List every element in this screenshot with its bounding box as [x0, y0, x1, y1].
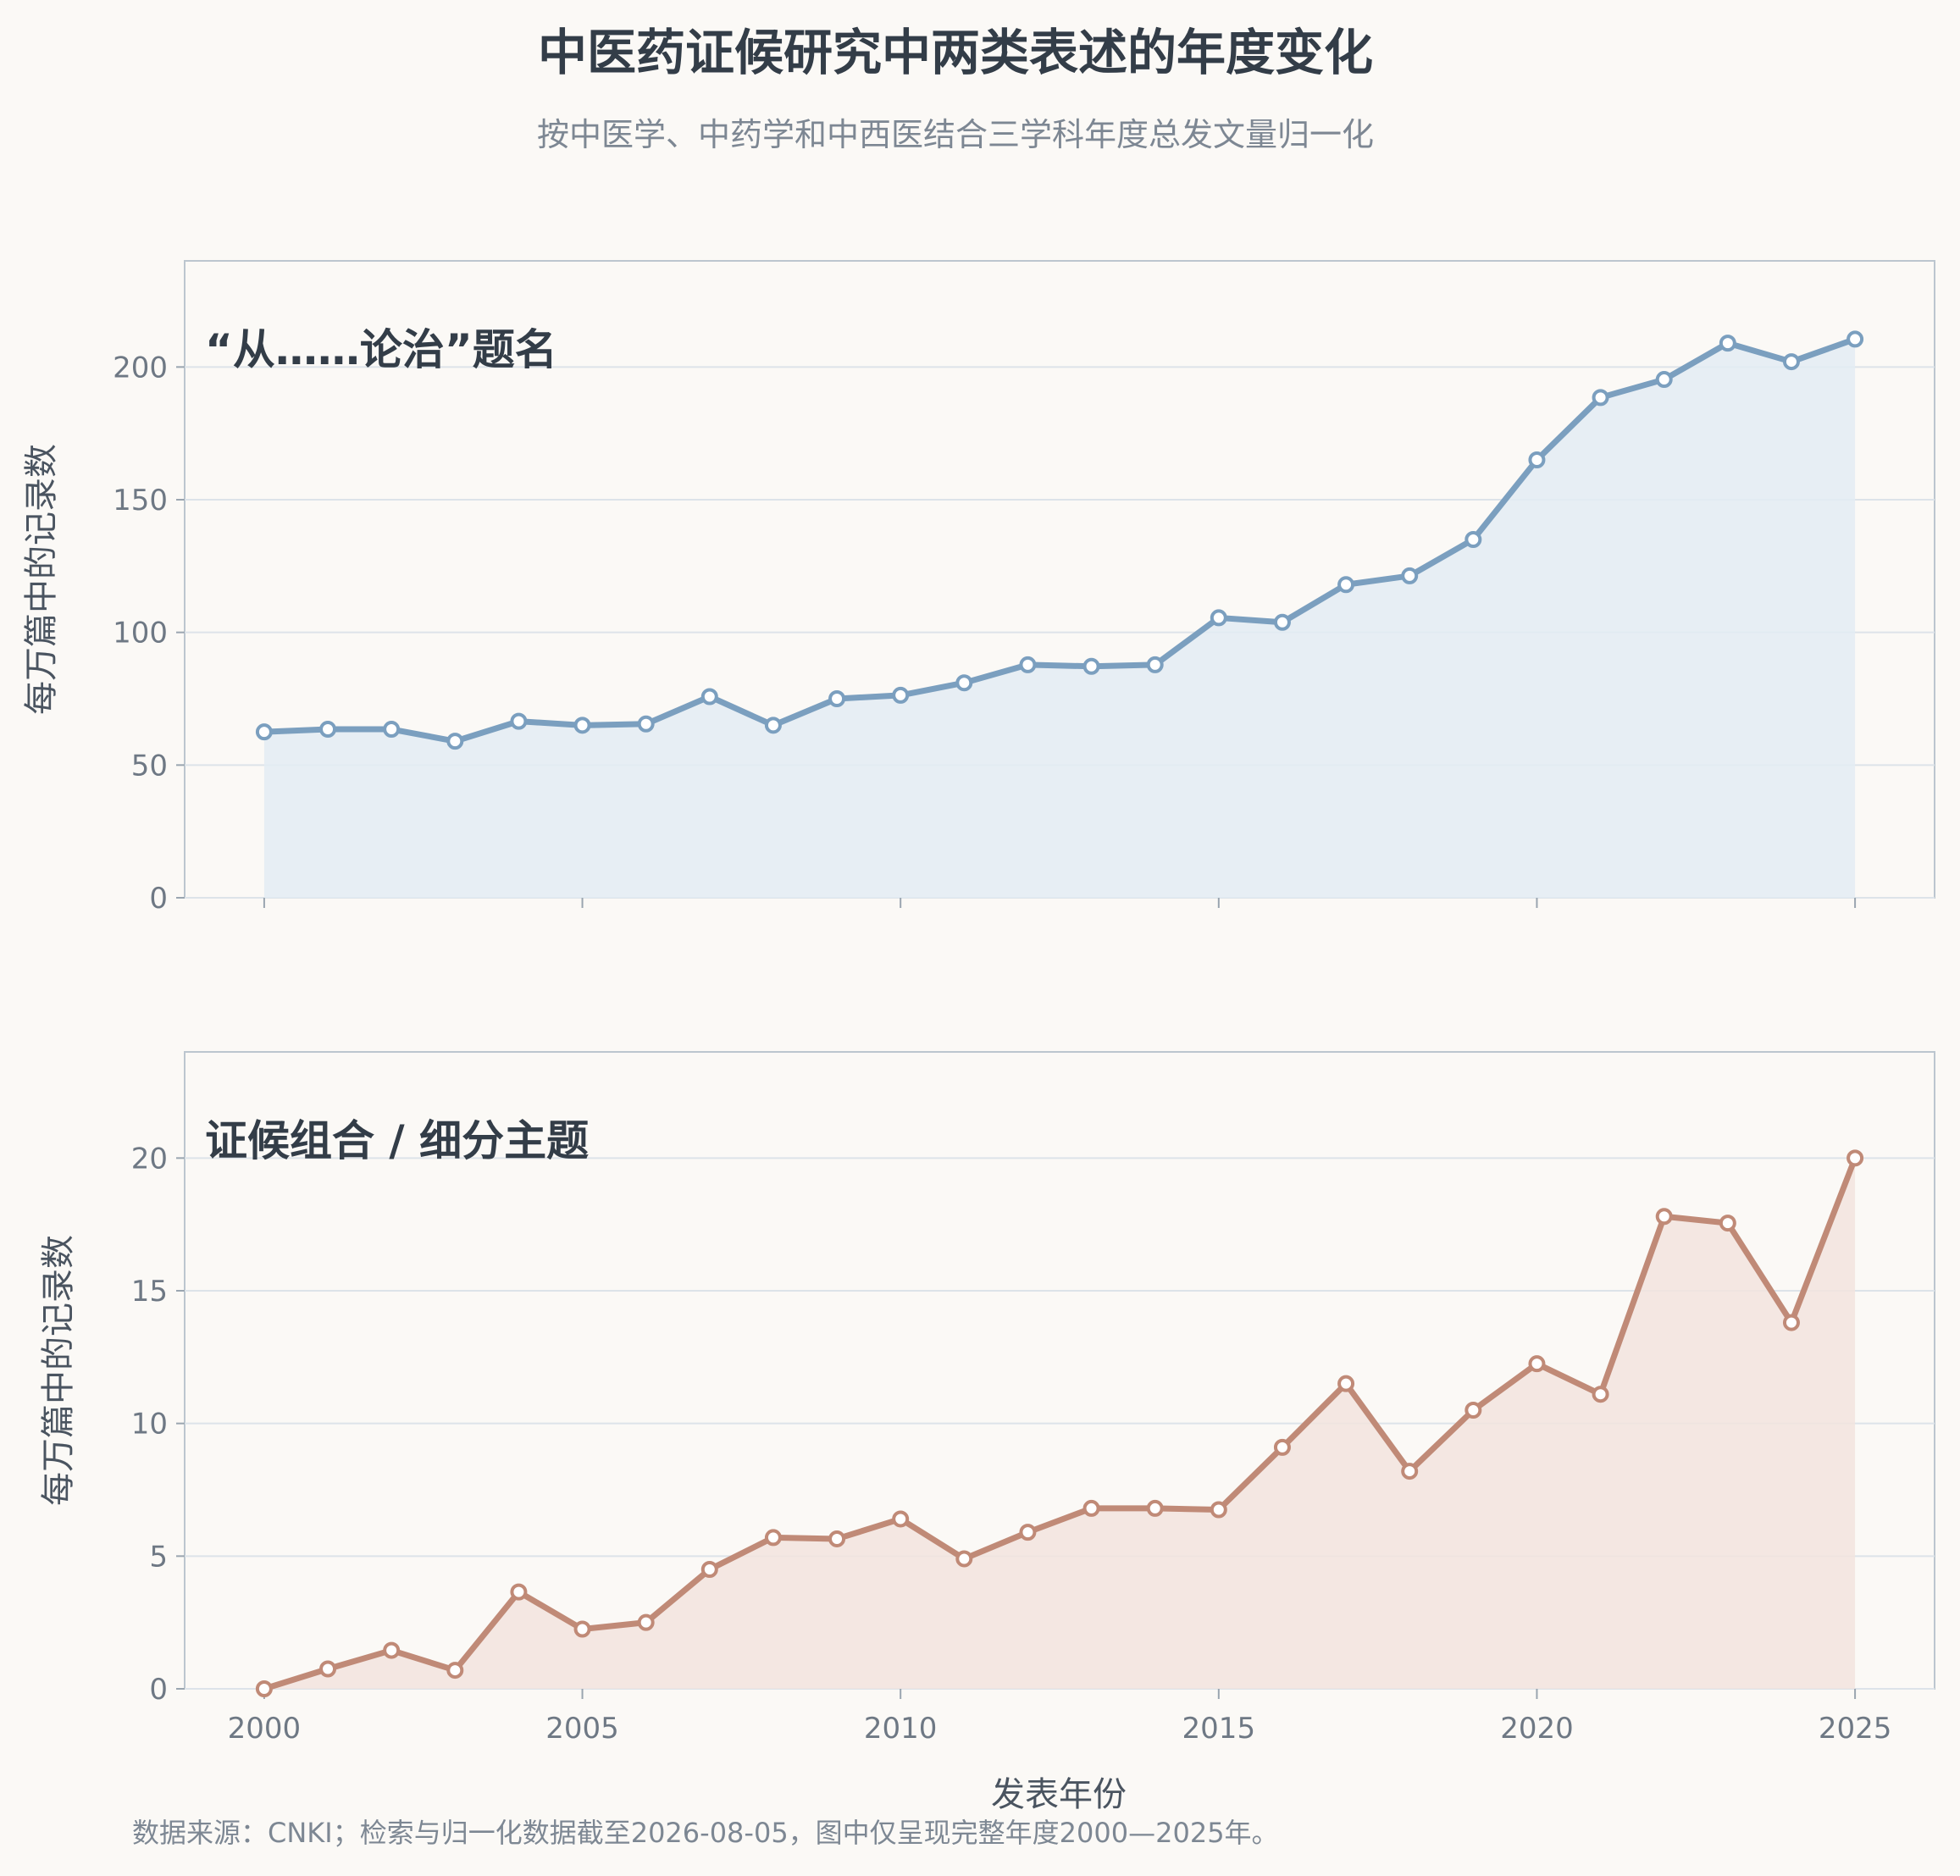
x-tick-label: 2020 [1500, 1712, 1574, 1746]
series-area [263, 339, 1856, 898]
data-point [573, 1620, 591, 1638]
chart-title: 中医药证候研究中两类表述的年度变化 [538, 24, 1373, 81]
data-point [1401, 567, 1419, 584]
chart-subtitle: 按中医学、中药学和中西医结合三学科年度总发文量归一化 [537, 116, 1374, 153]
y-tick-label: 10 [131, 1408, 168, 1442]
data-point [828, 1530, 846, 1547]
data-point [1082, 657, 1100, 675]
data-point [764, 1529, 782, 1547]
data-point [1210, 609, 1227, 627]
data-point [955, 1550, 973, 1568]
x-tick-label: 2015 [1182, 1712, 1256, 1746]
data-point [1337, 1375, 1355, 1392]
data-point [573, 717, 591, 734]
y-axis-label: 每万篇中的记录数 [39, 1235, 78, 1506]
data-point [1464, 1402, 1482, 1419]
data-point [383, 1641, 401, 1659]
y-tick-label: 0 [149, 1673, 168, 1707]
data-point [1846, 330, 1864, 348]
x-tick-label: 2005 [545, 1712, 619, 1746]
data-point [1528, 451, 1546, 468]
x-axis-label: 发表年份 [991, 1775, 1127, 1814]
data-point [255, 1680, 273, 1697]
data-point [1146, 656, 1164, 673]
y-tick-label: 5 [149, 1540, 168, 1574]
data-point [892, 1510, 910, 1528]
data-point [828, 690, 846, 707]
data-point [319, 1660, 337, 1678]
data-point [637, 715, 655, 733]
data-point [700, 1561, 718, 1578]
data-point [1846, 1149, 1864, 1167]
data-point [446, 733, 464, 750]
data-point [1592, 1386, 1609, 1403]
data-point [255, 723, 273, 741]
data-point [510, 712, 528, 730]
data-point [1719, 335, 1736, 352]
data-point [1782, 1314, 1800, 1331]
panel-label: 证候组合 / 细分主题 [205, 1116, 589, 1165]
data-point [510, 1583, 528, 1601]
data-point [1337, 576, 1355, 594]
y-tick-label: 50 [131, 749, 168, 783]
y-axis-label: 每万篇中的记录数 [22, 444, 61, 715]
y-tick-label: 100 [113, 617, 168, 650]
y-tick-label: 200 [113, 351, 168, 385]
data-point [1210, 1501, 1227, 1519]
data-point [1019, 656, 1037, 673]
panel-label: “从……论治”题名 [205, 325, 557, 374]
data-point [319, 721, 337, 739]
data-point [383, 721, 401, 739]
data-point [1019, 1524, 1037, 1541]
data-point [1592, 389, 1609, 407]
data-point [1655, 1208, 1673, 1226]
data-point [1273, 613, 1291, 631]
data-point [1401, 1463, 1419, 1480]
data-point [1146, 1499, 1164, 1517]
data-point [1528, 1355, 1546, 1373]
x-tick-label: 2025 [1819, 1712, 1892, 1746]
y-tick-label: 20 [131, 1142, 168, 1176]
footnote: 数据来源：CNKI；检索与归一化数据截至2026-08-05，图中仅呈现完整年度… [132, 1817, 1279, 1849]
data-point [955, 674, 973, 692]
data-point [1464, 531, 1482, 548]
series-line [261, 1154, 1858, 1692]
data-point [764, 717, 782, 734]
data-point [1719, 1215, 1736, 1232]
panel-2: 0 5 10 15 20 2000 2005 2010 2015 2020 2025 证候组合 / 细… [39, 1051, 1935, 1746]
data-point [1082, 1499, 1100, 1517]
x-tick-label: 2000 [228, 1712, 302, 1746]
data-point [1655, 371, 1673, 389]
data-point [892, 686, 910, 704]
x-tick-label: 2010 [864, 1712, 938, 1746]
data-point [446, 1662, 464, 1680]
data-point [1273, 1438, 1291, 1456]
data-point [637, 1613, 655, 1631]
series-line [261, 335, 1858, 744]
data-point [1782, 353, 1800, 371]
data-point [700, 688, 718, 706]
y-tick-label: 150 [113, 484, 168, 517]
y-tick-label: 0 [149, 882, 168, 916]
y-tick-label: 15 [131, 1275, 168, 1309]
series-area [263, 1158, 1856, 1689]
